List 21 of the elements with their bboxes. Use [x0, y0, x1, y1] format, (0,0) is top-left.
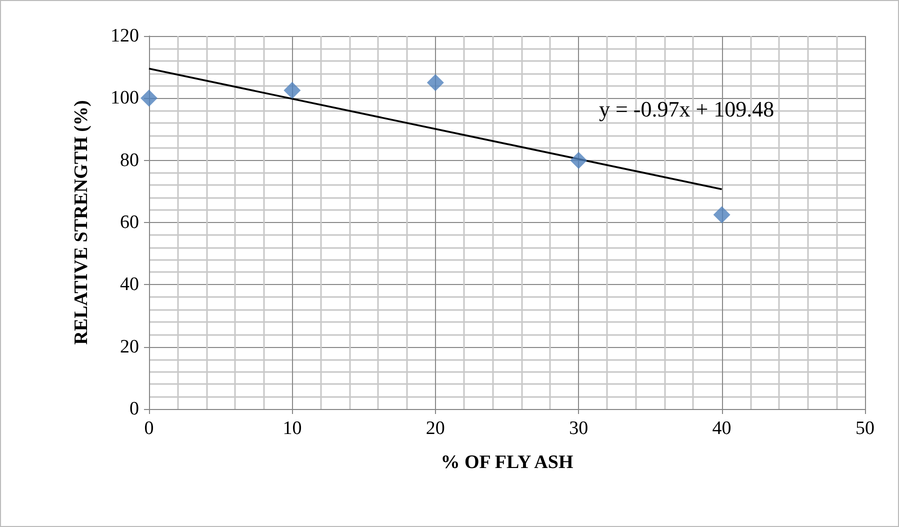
x-axis-title: % OF FLY ASH	[440, 452, 574, 473]
point	[284, 82, 301, 99]
x-tick-label: 10	[282, 418, 302, 439]
y-tick-label: 100	[110, 88, 139, 109]
y-tick-label: 60	[120, 212, 139, 233]
point	[426, 74, 444, 92]
x-tick-label: 30	[569, 418, 588, 439]
y-axis-title: RELATIVE STRENGTH (%)	[71, 100, 92, 345]
point	[140, 90, 158, 107]
y-tick-label: 20	[120, 336, 139, 358]
x-tick-label: 20	[426, 418, 445, 439]
x-tick-label: 50	[856, 418, 874, 439]
y-tick-label: 80	[120, 150, 139, 171]
y-tick-label: 0	[130, 398, 139, 420]
x-tick-label: 0	[144, 418, 154, 439]
point	[570, 152, 588, 169]
annotation: y = -0.97x + 109.48	[599, 96, 774, 122]
y-tick-label: 120	[110, 26, 139, 46]
y-tick-label: 40	[120, 274, 139, 296]
point	[713, 206, 730, 224]
x-tick-label: 40	[712, 418, 732, 439]
